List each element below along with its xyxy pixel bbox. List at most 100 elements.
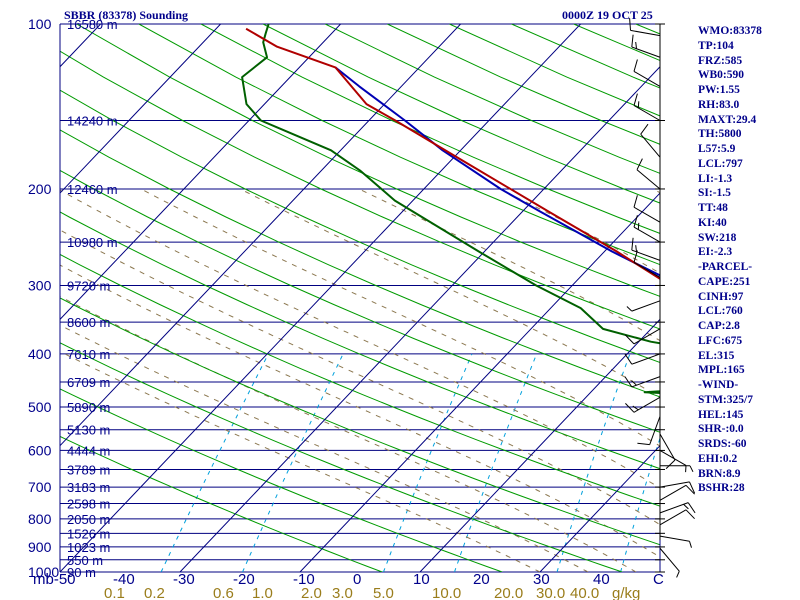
index-item: TT:48 bbox=[698, 202, 728, 214]
wind-barb-shaft bbox=[631, 249, 661, 261]
pressure-labels: 100 200 300 400 500 600 700 800 900 1000 bbox=[28, 16, 59, 580]
index-item: STM:325/7 bbox=[698, 393, 753, 406]
wind-barb-flag bbox=[683, 503, 689, 510]
mixing-ratio-label: 0.6 bbox=[213, 585, 234, 600]
wind-barb-flag bbox=[631, 237, 634, 251]
wind-barb-shaft bbox=[633, 328, 661, 345]
temperature-line bbox=[245, 27, 660, 280]
background-lines bbox=[60, 24, 800, 572]
isotherm-line bbox=[780, 24, 800, 572]
dry-adiabat-line bbox=[60, 50, 660, 330]
plot-area bbox=[60, 24, 660, 572]
mixing-ratio-label: 0.1 bbox=[104, 585, 125, 600]
temperature-axis-label: C bbox=[653, 571, 664, 588]
wind-barb-flag bbox=[635, 245, 637, 252]
mixing-ratio-label: 2.0 bbox=[301, 585, 322, 600]
isotherms bbox=[60, 24, 800, 572]
wind-barb-flag bbox=[637, 101, 640, 109]
wind-barb-flag bbox=[624, 376, 633, 388]
wind-barb-flag bbox=[632, 405, 639, 411]
wind-barb-shaft bbox=[633, 396, 661, 413]
temperature-axis-label: -30 bbox=[173, 571, 195, 588]
index-item: LCL:760 bbox=[698, 305, 743, 318]
wind-barb-flag bbox=[624, 353, 633, 365]
pressure-label: 900 bbox=[28, 539, 52, 555]
height-label: 3183 m bbox=[67, 480, 110, 495]
wind-barb-flag bbox=[637, 442, 650, 446]
height-label: 4444 m bbox=[67, 443, 110, 458]
wind-barb-flag bbox=[631, 34, 634, 48]
wind-barb-flag bbox=[633, 59, 638, 72]
temperature-axis-label: 20 bbox=[473, 571, 490, 588]
moist-adiabat-line bbox=[60, 350, 541, 572]
pressure-label: 100 bbox=[28, 16, 52, 32]
height-label: 6709 m bbox=[67, 375, 110, 390]
wind-barb bbox=[633, 59, 661, 87]
height-label: 1023 m bbox=[67, 540, 110, 555]
index-item: TP:104 bbox=[698, 39, 734, 52]
pressure-label: 500 bbox=[28, 399, 52, 415]
temperature-axis-labels: mb-50 -40 -30 -20 -10 0 10 20 30 40 C bbox=[33, 571, 664, 588]
dry-adiabat-line bbox=[60, 297, 660, 546]
index-item: TH:5800 bbox=[698, 128, 742, 141]
wind-barb-shaft bbox=[630, 29, 661, 37]
height-label: 2050 m bbox=[67, 512, 110, 527]
wind-barb-flag bbox=[689, 541, 692, 548]
stability-indices-list: WMO:83378 TP:104 FRZ:585 WB0:590 PW:1.55 RH:8… bbox=[698, 24, 762, 496]
mixing-ratio-label: 1.0 bbox=[252, 585, 273, 600]
wind-barb bbox=[659, 547, 680, 578]
mixing-ratio-label: 20.0 bbox=[494, 585, 523, 600]
temperature-axis-label: 10 bbox=[413, 571, 430, 588]
height-label: 5890 m bbox=[67, 400, 110, 415]
index-item: MPL:165 bbox=[698, 364, 745, 377]
wind-barb-flag bbox=[689, 481, 696, 494]
index-item: SI:-1.5 bbox=[698, 187, 731, 200]
height-label: 14240 m bbox=[67, 113, 118, 128]
isobar-grid bbox=[60, 23, 660, 573]
wind-barb-flag bbox=[676, 571, 680, 578]
chart-datetime: 0000Z 19 OCT 25 bbox=[562, 8, 653, 22]
isotherm-line bbox=[60, 24, 341, 321]
pressure-label: 700 bbox=[28, 479, 52, 495]
wind-barb bbox=[659, 484, 695, 501]
wind-barb bbox=[659, 535, 692, 548]
chart-title: SBBR (83378) Sounding bbox=[64, 8, 189, 22]
wind-barb bbox=[624, 353, 661, 365]
index-item: EL:315 bbox=[698, 349, 735, 362]
index-item: LCL:797 bbox=[698, 157, 743, 170]
index-item: LI:-1.3 bbox=[698, 172, 733, 185]
isotherm-line bbox=[179, 66, 660, 572]
mixing-ratio-label: 3.0 bbox=[332, 585, 353, 600]
dry-adiabat-line bbox=[60, 342, 623, 572]
wind-barb bbox=[659, 449, 687, 473]
wind-barb-shaft bbox=[631, 46, 661, 58]
wind-barb bbox=[629, 18, 661, 37]
wind-barb-shaft bbox=[659, 547, 680, 572]
index-item: HEL:145 bbox=[698, 408, 744, 421]
index-item: PW:1.55 bbox=[698, 84, 740, 96]
wind-barb-flag bbox=[689, 465, 694, 473]
height-labels: 16580 m 14240 m 12460 m 10980 m 9720 m 8600 m… bbox=[67, 17, 118, 580]
wind-barb bbox=[625, 328, 661, 345]
wind-barb-flag bbox=[633, 250, 638, 263]
index-item: KI:40 bbox=[698, 216, 727, 229]
moist-adiabat-line bbox=[60, 189, 660, 489]
pressure-label: 600 bbox=[28, 442, 52, 458]
dry-adiabat-line bbox=[60, 129, 660, 398]
dry-adiabat-line bbox=[60, 435, 383, 572]
mixing-ratio-label: 30.0 bbox=[536, 585, 565, 600]
mixing-ratio-label: 0.2 bbox=[144, 585, 165, 600]
wind-barb-flag bbox=[685, 509, 695, 520]
temperature-axis-label: -40 bbox=[113, 571, 135, 588]
moist-adiabat-line bbox=[60, 295, 637, 572]
temperature-axis-label: 40 bbox=[593, 571, 610, 588]
height-label: 8600 m bbox=[67, 315, 110, 330]
wind-barb bbox=[624, 376, 661, 388]
wind-barb bbox=[633, 215, 661, 243]
isotherm-line bbox=[60, 24, 581, 572]
wind-barb-flag bbox=[685, 484, 695, 495]
moist-adiabat-line bbox=[60, 229, 660, 526]
height-label: 16580 m bbox=[67, 17, 118, 32]
wind-barb bbox=[633, 195, 661, 223]
wind-barb bbox=[626, 300, 661, 312]
